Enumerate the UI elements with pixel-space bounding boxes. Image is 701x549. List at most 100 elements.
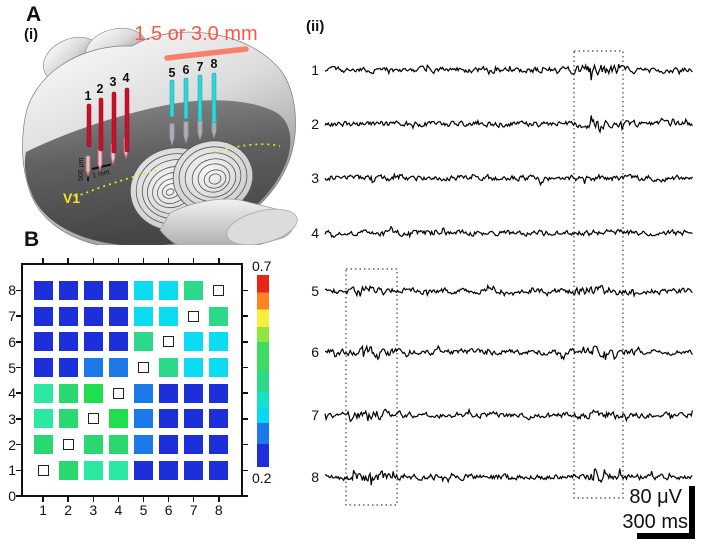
y-axis-label: 3 [8, 410, 16, 427]
matrix-cell [209, 306, 229, 326]
matrix-cell [209, 460, 229, 480]
matrix-cell-self [87, 413, 99, 425]
matrix-cell [33, 435, 53, 455]
trace-channel-label: 6 [311, 344, 319, 360]
matrix-cell [134, 460, 153, 480]
matrix-cell [33, 306, 53, 326]
lfp-traces-panel: 1 2 3 4 5 6 7 8 80 μV 300 ms [311, 50, 695, 539]
time-scalebar [637, 533, 695, 539]
electrode-number: 5 [169, 66, 176, 80]
axis-tick [192, 497, 195, 502]
trace-channel-label: 7 [311, 407, 319, 423]
matrix-cell [83, 280, 103, 300]
matrix-cell [184, 358, 204, 377]
lfp-trace-ch4 [324, 225, 693, 239]
matrix-cell-self [188, 310, 200, 322]
electrode-number: 6 [183, 63, 190, 77]
electrode-number: 7 [197, 60, 204, 74]
colorbar [257, 275, 269, 467]
matrix-cell-self [213, 284, 225, 296]
matrix-cell [108, 435, 128, 455]
y-axis-label: 7 [8, 308, 16, 325]
panel-a-label: A [26, 3, 42, 26]
matrix-cell-self [62, 439, 74, 450]
trace-channel-label: 8 [311, 469, 319, 485]
scale-1mm-label: 1 mm [92, 169, 111, 180]
electrode-red [111, 91, 117, 154]
matrix-cell [33, 358, 53, 377]
matrix-cell [159, 460, 179, 480]
time-scalebar-label: 300 ms [622, 511, 688, 533]
spacing-indicator-bar [164, 46, 249, 61]
matrix-cell [134, 306, 153, 326]
electrode-red [98, 97, 104, 152]
x-axis-label: 3 [89, 502, 98, 518]
matrix-cell [159, 306, 179, 326]
v1-border-dashed-line [74, 143, 281, 198]
matrix-cell [83, 358, 103, 377]
axis-tick [42, 258, 44, 263]
matrix-cell [58, 332, 78, 352]
y-axis-label: 1 [8, 462, 16, 479]
burst-window-right [573, 50, 624, 499]
lfp-trace-ch3 [324, 172, 693, 187]
axis-tick [243, 443, 248, 446]
electrode-number: 3 [110, 75, 117, 89]
electrode-ghost-gray [169, 123, 175, 146]
axis-tick [243, 392, 248, 394]
matrix-cell [159, 383, 179, 403]
trace-channel-label: 2 [311, 116, 319, 132]
matrix-cell [83, 383, 103, 403]
burst-window-left [345, 268, 398, 506]
x-axis-label: 8 [214, 502, 223, 518]
x-axis-label: 1 [39, 502, 47, 518]
matrix-cell [33, 280, 53, 300]
matrix-cell [184, 280, 204, 300]
matrix-cell [108, 460, 128, 480]
matrix-cell [159, 435, 179, 455]
electrode-number: 8 [211, 57, 218, 71]
trace-channel-label: 3 [311, 170, 319, 186]
x-axis-label: 7 [189, 502, 198, 518]
matrix-cell [33, 332, 53, 352]
x-axis-label: 6 [164, 502, 173, 518]
x-axis-label: 2 [64, 502, 73, 518]
axis-tick [167, 497, 170, 502]
panel-b-label: B [24, 228, 40, 251]
matrix-cell [58, 306, 78, 326]
panel-ai-label: (i) [24, 26, 39, 43]
axis-tick [16, 392, 21, 394]
electrode-cyan [211, 72, 217, 124]
axis-tick [16, 315, 21, 317]
matrix-cell [184, 409, 204, 429]
matrix-cell [209, 409, 229, 429]
axis-tick [243, 315, 248, 317]
axis-tick [117, 497, 120, 502]
matrix-cell [83, 435, 103, 455]
matrix-cell [134, 332, 153, 352]
matrix-cell [134, 409, 153, 429]
axis-tick [42, 497, 44, 502]
matrix-cell [83, 332, 103, 352]
axis-tick [243, 469, 248, 472]
x-axis-label: 5 [139, 502, 148, 518]
matrix-cell [58, 383, 78, 403]
matrix-cell [134, 435, 153, 455]
matrix-cell-self [37, 464, 49, 476]
axis-tick [16, 418, 21, 420]
matrix-cell [58, 460, 78, 480]
y-axis-label: 0 [8, 488, 16, 504]
axis-tick [243, 341, 248, 343]
electrode-number: 1 [85, 89, 92, 103]
matrix-plot-frame [21, 263, 243, 497]
electrode-ghost-pink [85, 155, 91, 178]
matrix-cell-self [112, 387, 124, 399]
axis-tick [243, 418, 248, 420]
axis-tick [192, 258, 195, 263]
matrix-cell [209, 358, 229, 377]
axis-tick [243, 495, 248, 497]
axis-tick [218, 497, 220, 502]
y-axis-label: 4 [8, 385, 16, 402]
